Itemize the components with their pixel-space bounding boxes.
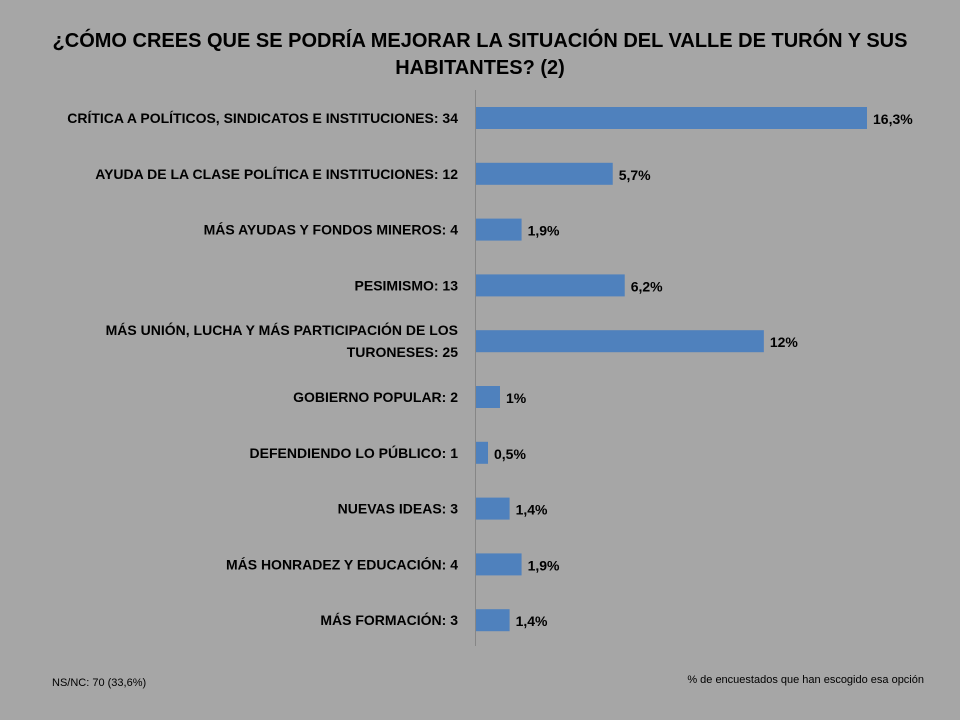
bar (476, 107, 867, 129)
data-label: 5,7% (619, 167, 651, 183)
bar (476, 274, 625, 297)
data-label: 1,9% (528, 557, 560, 573)
category-label: DEFENDIENDO LO PÚBLICO: 1 (250, 444, 459, 461)
data-label: 16,3% (873, 111, 913, 127)
data-label: 1,4% (516, 613, 548, 629)
bar (476, 497, 510, 520)
bar (476, 441, 488, 464)
category-label: PESIMISMO: 13 (355, 277, 459, 293)
category-label: MÁS AYUDAS Y FONDOS MINEROS: 4 (204, 222, 459, 238)
chart-title-line-2: HABITANTES? (2) (395, 57, 565, 79)
bar (476, 162, 613, 185)
category-label: GOBIERNO POPULAR: 2 (293, 389, 458, 405)
chart-title-line-1: ¿CÓMO CREES QUE SE PODRÍA MEJORAR LA SIT… (53, 28, 908, 52)
category-label: MÁS HONRADEZ Y EDUCACIÓN: 4 (226, 555, 458, 572)
category-label: MÁS UNIÓN, LUCHA Y MÁS PARTICIPACIÓN DE … (106, 321, 458, 338)
category-label: TURONESES: 25 (347, 344, 458, 360)
data-label: 0,5% (494, 446, 526, 462)
axis-note: % de encuestados que han escogido esa op… (687, 674, 924, 686)
category-label: AYUDA DE LA CLASE POLÍTICA E INSTITUCION… (95, 166, 458, 182)
data-label: 6,2% (631, 278, 663, 294)
bar (476, 553, 522, 576)
data-label: 1,9% (528, 223, 560, 239)
bar (476, 218, 522, 241)
nsnc-note: NS/NC: 70 (33,6%) (52, 677, 146, 689)
data-label: 12% (770, 334, 799, 350)
category-label: NUEVAS IDEAS: 3 (338, 501, 459, 517)
data-label: 1% (506, 390, 527, 406)
bar (476, 386, 500, 408)
category-label: MÁS FORMACIÓN: 3 (320, 611, 458, 628)
category-label: CRÍTICA A POLÍTICOS, SINDICATOS E INSTIT… (67, 110, 458, 126)
bar (476, 330, 764, 353)
bar (476, 609, 510, 632)
data-label: 1,4% (516, 502, 548, 518)
